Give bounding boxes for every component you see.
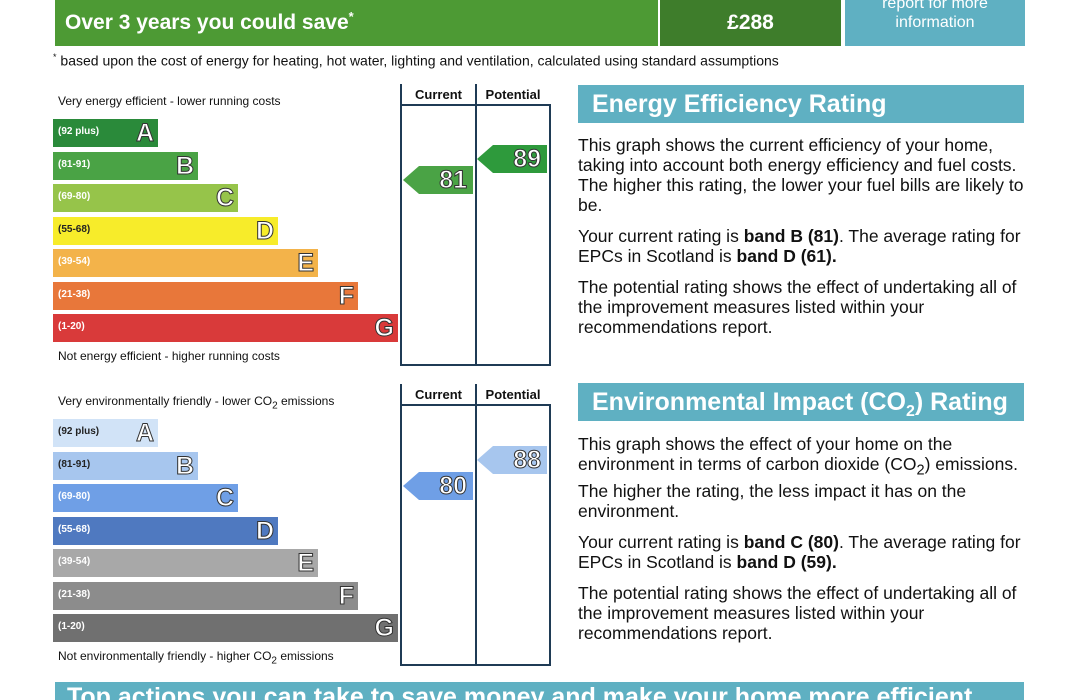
band-letter: C xyxy=(215,484,234,513)
energy-current-arrow: 81 xyxy=(403,166,473,195)
co2-chart-header-line xyxy=(400,404,551,406)
band-f: (21-38) F xyxy=(53,581,358,610)
band-range-label: (39-54) xyxy=(58,256,91,267)
report-link-line2: information xyxy=(895,14,975,31)
band-e: (39-54) E xyxy=(53,249,318,278)
savings-value: £288 xyxy=(660,0,841,46)
band-b: (81-91) B xyxy=(53,151,198,180)
band-e: (39-54) E xyxy=(53,549,318,578)
band-letter: B xyxy=(175,451,194,480)
co2-chart-divider-2 xyxy=(475,384,477,666)
top-actions-banner: Top actions you can take to save money a… xyxy=(55,682,1024,700)
band-range-label: (55-68) xyxy=(58,223,91,235)
co2-chart-divider-1 xyxy=(400,384,402,666)
energy-chart-bottom-caption: Not energy efficient - higher running co… xyxy=(58,349,280,363)
co2-potential-arrow: 88 xyxy=(477,446,547,475)
co2-panel-heading: Environmental Impact (CO2) Rating xyxy=(578,383,1024,421)
band-range-label: (69-80) xyxy=(58,191,91,202)
energy-panel-text: This graph shows the current efficiency … xyxy=(578,135,1024,348)
band-range-label: (1-20) xyxy=(58,321,85,332)
band-letter: E xyxy=(297,249,315,278)
band-letter: A xyxy=(135,119,154,148)
band-letter: D xyxy=(255,216,274,245)
co2-panel-para1: This graph shows the effect of your home… xyxy=(578,434,1018,521)
band-a: (92 plus) A xyxy=(53,119,158,148)
co2-current-header: Current xyxy=(415,387,462,402)
co2-chart-bottom-caption: Not environmentally friendly - higher CO… xyxy=(58,649,334,667)
co2-panel-para3: The potential rating shows the effect of… xyxy=(578,582,1017,643)
band-range-label: (55-68) xyxy=(58,523,91,535)
energy-panel-para2: Your current rating is band B (81). The … xyxy=(578,226,1021,266)
co2-chart-bottom-line xyxy=(400,664,551,666)
energy-current-arrow-shape xyxy=(403,166,473,194)
co2-current-value: 80 xyxy=(439,472,468,501)
band-letter: G xyxy=(374,614,394,643)
band-range-label: (92 plus) xyxy=(58,126,100,137)
band-range-label: (21-38) xyxy=(58,588,91,600)
band-range-label: (92 plus) xyxy=(58,426,100,437)
energy-current-value: 81 xyxy=(439,166,468,195)
band-letter: G xyxy=(374,314,394,343)
band-range-label: (81-91) xyxy=(58,158,91,170)
co2-current-arrow: 80 xyxy=(403,472,473,501)
energy-potential-arrow: 89 xyxy=(477,145,547,174)
energy-chart-divider-3 xyxy=(549,104,551,366)
band-range-label: (69-80) xyxy=(58,491,91,502)
co2-chart-top-caption: Very environmentally friendly - lower CO… xyxy=(58,394,335,412)
co2-panel-text: This graph shows the effect of your home… xyxy=(578,434,1024,654)
co2-potential-arrow-shape xyxy=(477,446,547,474)
energy-panel-heading: Energy Efficiency Rating xyxy=(578,85,1024,123)
energy-chart-divider-2 xyxy=(475,84,477,366)
co2-panel-para2: Your current rating is band C (80). The … xyxy=(578,531,1021,572)
band-letter: B xyxy=(175,151,194,180)
energy-current-header: Current xyxy=(415,87,462,102)
savings-label: Over 3 years you could save* xyxy=(65,9,354,34)
band-range-label: (1-20) xyxy=(58,621,85,632)
band-c: (69-80) C xyxy=(53,184,238,213)
co2-impact-chart: Very environmentally friendly - lower CO… xyxy=(53,384,551,666)
band-g: (1-20) G xyxy=(53,314,398,343)
band-b: (81-91) B xyxy=(53,451,198,480)
band-a: (92 plus) A xyxy=(53,419,158,448)
energy-potential-header: Potential xyxy=(485,87,541,102)
band-f: (21-38) F xyxy=(53,281,358,310)
band-letter: F xyxy=(338,581,354,610)
band-letter: D xyxy=(255,516,274,545)
band-letter: F xyxy=(338,281,354,310)
band-g: (1-20) G xyxy=(53,614,398,643)
report-link[interactable]: report for more information xyxy=(845,0,1025,46)
savings-footnote: * based upon the cost of energy for heat… xyxy=(53,52,779,69)
band-range-label: (81-91) xyxy=(58,458,91,470)
band-d: (55-68) D xyxy=(53,516,278,545)
energy-chart-top-caption: Very energy efficient - lower running co… xyxy=(58,94,281,108)
energy-chart-header-line xyxy=(400,104,551,106)
band-range-label: (39-54) xyxy=(58,556,91,567)
report-link-line1: report for more xyxy=(882,0,988,12)
energy-panel-para3: The potential rating shows the effect of… xyxy=(578,277,1017,337)
energy-efficiency-chart: Very energy efficient - lower running co… xyxy=(53,84,551,366)
band-range-label: (21-38) xyxy=(58,288,91,300)
band-letter: C xyxy=(215,184,234,213)
co2-potential-header: Potential xyxy=(485,387,541,402)
energy-chart-bottom-line xyxy=(400,364,551,366)
band-d: (55-68) D xyxy=(53,216,278,245)
energy-potential-arrow-shape xyxy=(477,145,547,173)
co2-chart-divider-3 xyxy=(549,404,551,666)
band-letter: E xyxy=(297,549,315,578)
energy-potential-value: 89 xyxy=(513,145,542,174)
band-c: (69-80) C xyxy=(53,484,238,513)
co2-current-arrow-shape xyxy=(403,472,473,500)
energy-panel-para1: This graph shows the current efficiency … xyxy=(578,135,1024,215)
band-letter: A xyxy=(135,419,154,448)
energy-chart-divider-1 xyxy=(400,84,402,366)
savings-bar: Over 3 years you could save* xyxy=(55,0,658,46)
co2-potential-value: 88 xyxy=(513,446,542,475)
